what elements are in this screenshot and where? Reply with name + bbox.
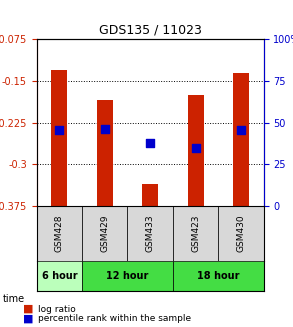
Text: time: time (3, 294, 25, 304)
FancyBboxPatch shape (37, 261, 82, 291)
Bar (188, 95, 204, 206)
Point (103, 127, 107, 132)
Bar (51, 70, 67, 206)
Text: percentile rank within the sample: percentile rank within the sample (38, 314, 191, 323)
Point (239, 128, 243, 133)
Text: log ratio: log ratio (38, 304, 76, 314)
Text: GSM429: GSM429 (100, 215, 109, 252)
Bar (97, 100, 113, 206)
FancyBboxPatch shape (173, 206, 218, 261)
Text: GSM428: GSM428 (55, 215, 64, 252)
FancyBboxPatch shape (127, 206, 173, 261)
Text: 18 hour: 18 hour (197, 271, 240, 281)
FancyBboxPatch shape (82, 206, 127, 261)
Text: ■: ■ (23, 314, 34, 324)
Bar (142, 184, 158, 206)
FancyBboxPatch shape (218, 206, 264, 261)
FancyBboxPatch shape (173, 261, 264, 291)
Point (57, 128, 62, 133)
Text: 6 hour: 6 hour (42, 271, 77, 281)
FancyBboxPatch shape (37, 206, 82, 261)
Title: GDS135 / 11023: GDS135 / 11023 (99, 24, 202, 37)
Text: GSM433: GSM433 (146, 215, 155, 252)
Text: GSM430: GSM430 (236, 215, 246, 252)
Text: ■: ■ (23, 304, 34, 314)
Bar (233, 73, 249, 206)
FancyBboxPatch shape (82, 261, 173, 291)
Text: GSM423: GSM423 (191, 215, 200, 252)
Point (193, 145, 198, 150)
Text: 12 hour: 12 hour (106, 271, 149, 281)
Point (148, 140, 152, 145)
